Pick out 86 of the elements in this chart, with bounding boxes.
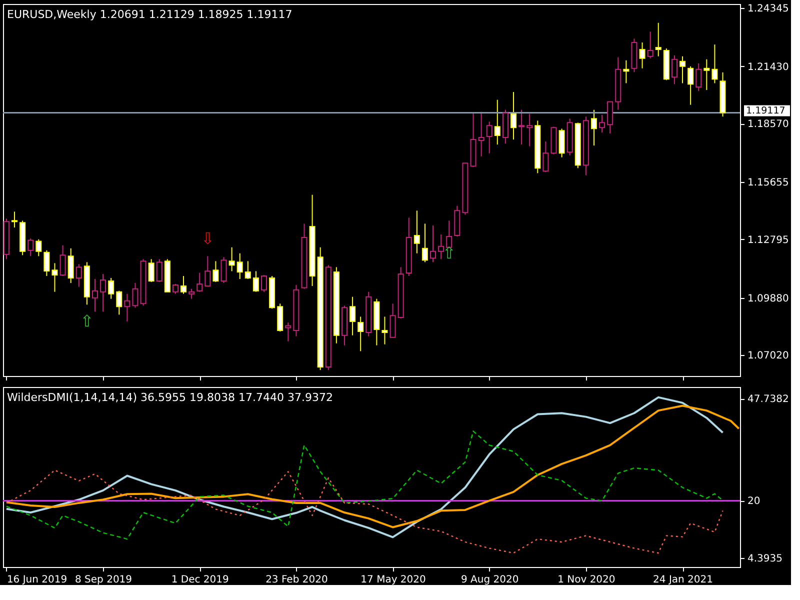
candlestick — [486, 121, 492, 154]
candlestick — [390, 303, 396, 338]
chart-title: WildersDMI(1,14,14,14) 36.5955 19.8038 17.7440 37.9372 — [7, 391, 333, 404]
candlestick — [438, 234, 444, 260]
x-tick-label: 9 Aug 2020 — [461, 574, 519, 586]
line-series — [6, 470, 724, 554]
candlestick — [60, 244, 66, 276]
candlestick — [28, 238, 34, 257]
candlestick — [228, 246, 235, 272]
candlestick — [518, 109, 525, 145]
candlestick — [188, 288, 195, 300]
chart-title: EURUSD,Weekly 1.20691 1.21129 1.18925 1.19117 — [7, 8, 292, 21]
candlestick — [44, 250, 50, 276]
candlestick — [422, 223, 428, 263]
y-tick-label: 1.12795 — [748, 234, 789, 246]
candlestick — [696, 62, 702, 92]
y-tick-label: 1.18570 — [748, 119, 789, 130]
x-tick-label: 17 May 2020 — [360, 574, 426, 586]
candlestick — [599, 114, 606, 133]
candlestick — [92, 278, 98, 312]
candlestick — [12, 211, 18, 228]
y-tick-label: 1.07020 — [748, 350, 789, 362]
candlestick — [647, 31, 654, 59]
y-tick-label: 47.7382 — [748, 394, 789, 406]
candlestick — [172, 284, 178, 294]
y-tick-label: 1.21430 — [748, 62, 789, 73]
y-tick-label: 4.3935 — [748, 554, 782, 565]
candlestick — [494, 99, 500, 145]
candlestick — [350, 296, 356, 336]
candlestick — [414, 210, 420, 254]
candlestick — [68, 248, 74, 284]
candlestick — [285, 322, 292, 342]
candlestick — [196, 272, 203, 292]
candlestick — [124, 293, 130, 322]
candlestick — [236, 252, 243, 280]
candlestick — [688, 66, 694, 106]
line-series — [6, 430, 724, 540]
x-tick-label: 1 Dec 2019 — [171, 574, 229, 586]
candlestick — [430, 224, 436, 263]
candlestick — [244, 260, 251, 280]
candlestick — [252, 270, 259, 292]
candlestick — [100, 273, 106, 312]
y-tick-label: 1.09880 — [748, 293, 789, 304]
candlestick — [478, 111, 484, 157]
candlestick — [212, 260, 219, 282]
candlestick — [382, 316, 388, 345]
y-tick-label: 1.24345 — [748, 3, 789, 14]
candlestick — [148, 258, 154, 282]
annotation: ⇩ — [200, 229, 214, 248]
y-tick-label: 20 — [748, 496, 760, 508]
candlestick — [558, 128, 565, 158]
candlestick — [204, 256, 211, 287]
x-tick-label: 8 Sep 2019 — [75, 574, 132, 586]
candlestick — [671, 54, 678, 85]
x-tick-label: 1 Nov 2020 — [558, 574, 616, 586]
candlestick — [542, 140, 549, 173]
x-tick-label: 23 Feb 2020 — [266, 574, 328, 586]
candlestick — [52, 262, 58, 292]
ref-line-label: 1.19117 — [746, 106, 786, 117]
candlestick — [623, 60, 630, 84]
candlestick — [277, 303, 284, 332]
candlestick — [590, 109, 597, 146]
candlestick — [116, 290, 122, 316]
candlestick — [655, 22, 662, 57]
candlestick — [446, 220, 452, 248]
candlestick — [156, 258, 162, 282]
candlestick — [680, 56, 686, 84]
candlestick — [260, 274, 267, 292]
candlestick — [510, 91, 516, 140]
candlestick — [76, 264, 82, 288]
candlestick — [180, 275, 187, 294]
annotation: ⇧ — [442, 244, 456, 262]
x-tick-label: 24 Jan 2021 — [653, 574, 713, 586]
candlestick — [358, 316, 364, 352]
candlestick — [639, 42, 646, 69]
candlestick — [132, 282, 138, 308]
candlestick — [607, 101, 614, 134]
annotation: ⇧ — [80, 312, 94, 331]
x-tick-label: 16 Jun 2019 — [6, 574, 68, 586]
candlestick — [220, 256, 227, 284]
candlestick — [526, 113, 533, 147]
candlestick — [712, 44, 718, 84]
y-tick-label: 1.15655 — [748, 178, 789, 189]
candlestick — [108, 277, 114, 300]
candlestick — [36, 238, 42, 257]
candlestick — [704, 58, 710, 90]
